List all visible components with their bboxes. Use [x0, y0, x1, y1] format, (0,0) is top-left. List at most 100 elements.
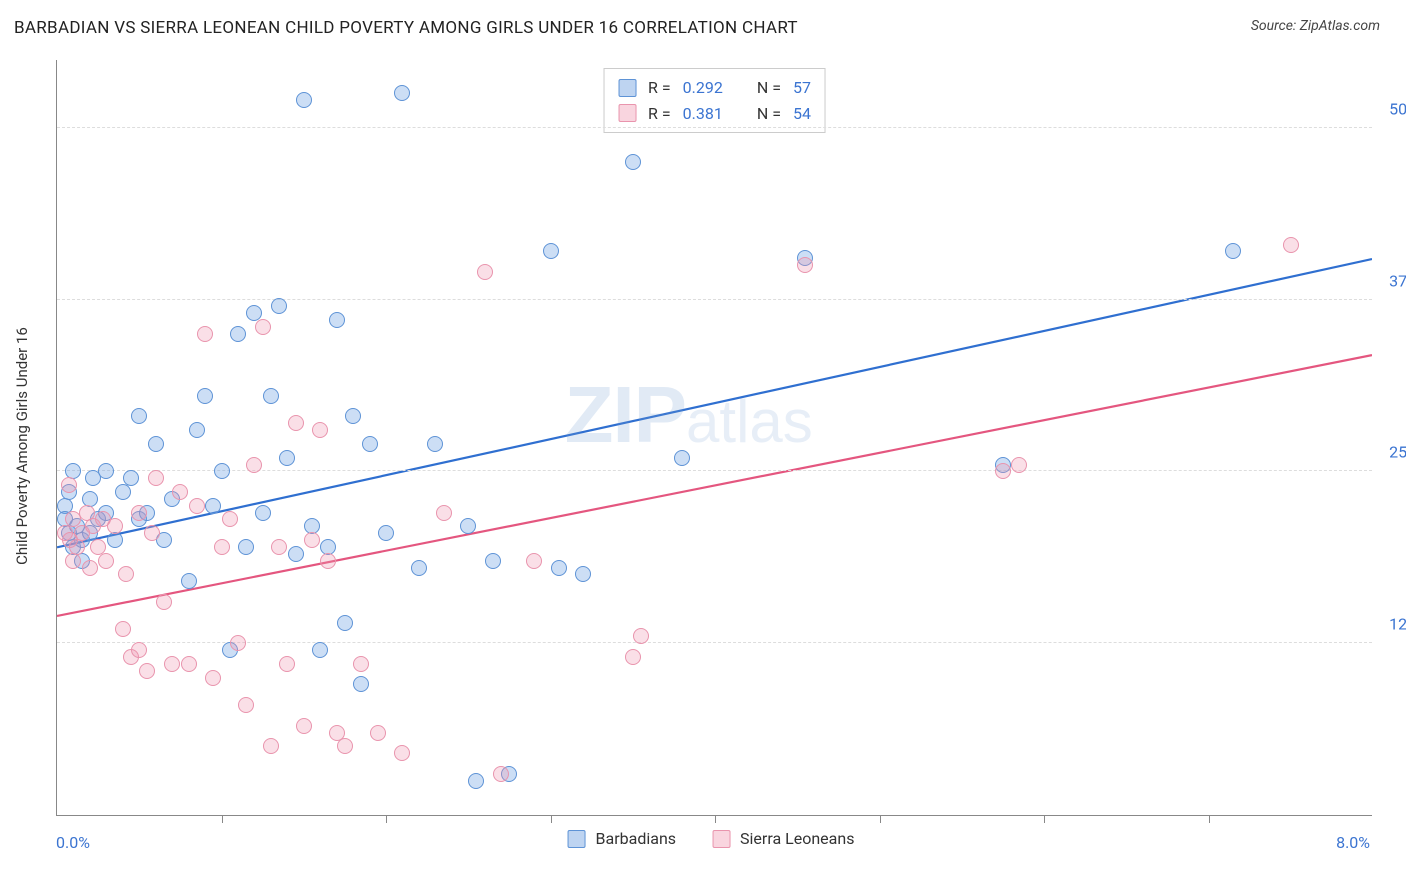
scatter-point: [118, 566, 134, 582]
scatter-point: [493, 766, 509, 782]
scatter-point: [197, 388, 213, 404]
legend-row: R = 0.292 N = 57: [618, 75, 811, 101]
scatter-point: [304, 532, 320, 548]
plot-area: ZIPatlas R =0.292N =57R =0.381N =54 12.5…: [56, 60, 1372, 816]
scatter-point: [337, 738, 353, 754]
scatter-point: [797, 257, 813, 273]
y-tick-label: 12.5%: [1389, 615, 1406, 634]
scatter-point: [370, 725, 386, 741]
scatter-point: [164, 656, 180, 672]
scatter-point: [156, 594, 172, 610]
scatter-point: [411, 560, 427, 576]
scatter-point: [279, 656, 295, 672]
r-label: R =: [648, 75, 671, 101]
scatter-point: [362, 436, 378, 452]
scatter-point: [263, 738, 279, 754]
x-axis-max-label: 8.0%: [1336, 833, 1370, 852]
scatter-point: [296, 718, 312, 734]
x-axis-min-label: 0.0%: [56, 833, 90, 852]
scatter-point: [172, 484, 188, 500]
r-value: 0.292: [683, 75, 723, 101]
scatter-point: [144, 525, 160, 541]
n-label: N =: [757, 75, 781, 101]
legend-item: Barbadians: [568, 829, 677, 848]
scatter-point: [255, 505, 271, 521]
scatter-point: [279, 450, 295, 466]
watermark-atlas: atlas: [686, 388, 813, 455]
chart-container: Child Poverty Among Girls Under 16 ZIPat…: [34, 48, 1388, 844]
scatter-point: [1225, 243, 1241, 259]
scatter-point: [995, 463, 1011, 479]
trend-line: [57, 259, 1372, 547]
scatter-point: [329, 312, 345, 328]
scatter-point: [312, 642, 328, 658]
x-tick: [222, 815, 223, 823]
gridline: [57, 642, 1372, 643]
scatter-point: [378, 525, 394, 541]
watermark: ZIPatlas: [565, 369, 813, 461]
r-value: 0.381: [683, 101, 723, 127]
scatter-point: [625, 649, 641, 665]
scatter-point: [222, 511, 238, 527]
legend-row: R =0.381N =54: [618, 101, 811, 127]
source-label: Source: ZipAtlas.com: [1251, 18, 1380, 34]
scatter-point: [181, 656, 197, 672]
x-tick: [1209, 815, 1210, 823]
correlation-legend: R = 0.292 N = 57R = 0.381 N = 54: [603, 68, 826, 133]
legend-swatch: [712, 830, 730, 848]
y-tick-label: 50.0%: [1389, 99, 1406, 118]
scatter-point: [115, 484, 131, 500]
scatter-point: [230, 635, 246, 651]
x-tick: [715, 815, 716, 823]
scatter-point: [131, 408, 147, 424]
scatter-point: [288, 546, 304, 562]
scatter-point: [189, 422, 205, 438]
scatter-point: [205, 670, 221, 686]
scatter-point: [271, 298, 287, 314]
scatter-point: [337, 615, 353, 631]
x-tick: [386, 815, 387, 823]
chart-title: BARBADIAN VS SIERRA LEONEAN CHILD POVERT…: [14, 18, 798, 38]
legend-swatch: [568, 830, 586, 848]
scatter-point: [320, 553, 336, 569]
gridline: [57, 299, 1372, 300]
scatter-point: [123, 470, 139, 486]
scatter-point: [189, 498, 205, 514]
series-legend: Barbadians Sierra Leoneans: [568, 829, 855, 848]
n-value: 57: [793, 75, 811, 101]
scatter-point: [131, 505, 147, 521]
n-value: 54: [793, 101, 811, 127]
scatter-point: [238, 697, 254, 713]
scatter-point: [69, 539, 85, 555]
scatter-point: [394, 745, 410, 761]
scatter-point: [65, 553, 81, 569]
scatter-point: [345, 408, 361, 424]
scatter-point: [633, 628, 649, 644]
scatter-point: [214, 463, 230, 479]
scatter-point: [98, 463, 114, 479]
scatter-point: [214, 539, 230, 555]
scatter-point: [353, 676, 369, 692]
watermark-zip: ZIP: [565, 370, 686, 459]
scatter-point: [288, 415, 304, 431]
scatter-point: [1283, 237, 1299, 253]
legend-label: Sierra Leoneans: [740, 829, 854, 848]
x-tick: [551, 815, 552, 823]
scatter-point: [238, 539, 254, 555]
scatter-point: [460, 518, 476, 534]
scatter-point: [543, 243, 559, 259]
scatter-point: [139, 663, 155, 679]
n-label: N =: [757, 101, 781, 127]
scatter-point: [353, 656, 369, 672]
y-tick-label: 37.5%: [1389, 271, 1406, 290]
scatter-point: [674, 450, 690, 466]
legend-swatch: [618, 79, 636, 97]
scatter-point: [181, 573, 197, 589]
scatter-point: [551, 560, 567, 576]
scatter-point: [131, 642, 147, 658]
scatter-point: [263, 388, 279, 404]
scatter-point: [477, 264, 493, 280]
scatter-point: [436, 505, 452, 521]
scatter-point: [485, 553, 501, 569]
scatter-point: [526, 553, 542, 569]
